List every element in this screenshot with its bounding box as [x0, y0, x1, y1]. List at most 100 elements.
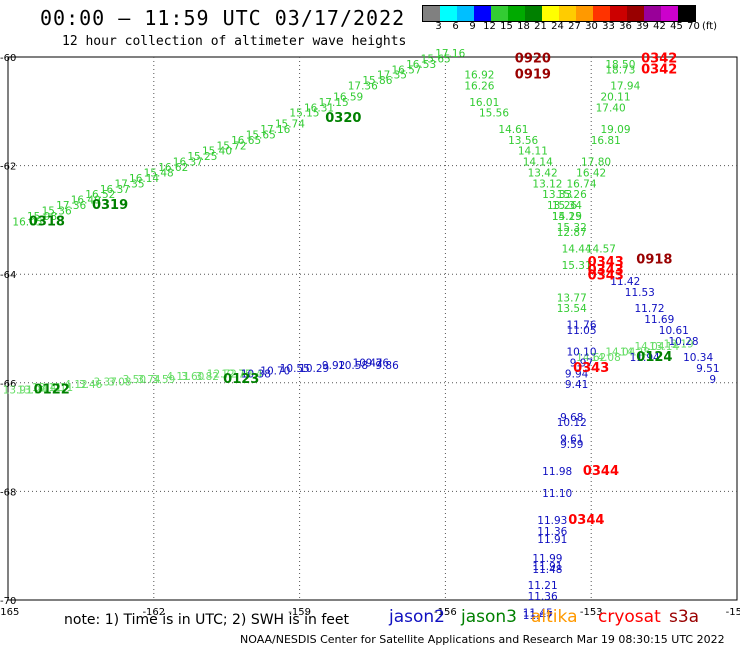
data-point-label: 3.60	[181, 371, 204, 383]
data-point-label: 3.74	[137, 374, 161, 386]
data-point-label: 3.59	[152, 374, 175, 386]
data-point-label: 10.34	[683, 352, 713, 364]
pass-label: 0123	[223, 372, 259, 387]
data-point-label: 17.80	[581, 157, 611, 169]
pass-label: 0124	[636, 350, 672, 365]
data-point-label: 15.40	[202, 146, 232, 158]
color-scale-tick: 33	[602, 21, 615, 32]
data-point-label: 9.76	[366, 358, 390, 370]
data-point-label: 3.46	[79, 379, 103, 391]
data-point-label: 15.31	[562, 260, 592, 272]
data-point-label: 15.56	[479, 108, 509, 120]
data-point-label: 11.42	[610, 276, 640, 288]
data-point-label: 17.36	[56, 200, 86, 212]
data-point-label: 17.15	[319, 97, 349, 109]
data-point-label: 11.93	[537, 515, 567, 527]
color-scale-tick: 21	[534, 21, 547, 32]
data-point-label: 13.42	[528, 167, 558, 179]
data-point-label: 4.11	[166, 371, 189, 383]
data-point-label: 14.28	[620, 347, 650, 359]
color-scale-swatch	[559, 6, 576, 21]
data-point-label: 13.19	[664, 339, 694, 351]
data-point-label: 14.04	[634, 341, 664, 353]
footer-note: note: 1) Time is in UTC; 2) SWH is in fe…	[64, 612, 350, 628]
data-point-label: 14.08	[591, 352, 621, 364]
data-point-label: 14.19	[552, 211, 582, 223]
data-point-label: 12.87	[557, 227, 587, 239]
data-point-label: 13.14	[649, 341, 679, 353]
page-subtitle: 12 hour collection of altimeter wave hei…	[62, 34, 407, 49]
data-point-label: 18.73	[605, 64, 635, 76]
data-point-label: 4.11	[50, 382, 73, 394]
data-point-label: 13.94	[17, 385, 47, 397]
color-scale-tick: 24	[551, 21, 564, 32]
data-point-label: 16.14	[129, 173, 159, 185]
x-tick-label: -153	[580, 607, 603, 618]
pass-label: 0318	[29, 214, 65, 229]
data-point-label: 15.25	[187, 151, 217, 163]
color-scale-tick: 30	[585, 21, 598, 32]
data-point-label: 15.86	[362, 75, 392, 87]
color-scale-swatch	[474, 6, 491, 21]
data-point-label: 11.05	[566, 325, 596, 337]
data-point-label: 16.42	[576, 167, 606, 179]
color-scale-swatch	[627, 6, 644, 21]
y-tick-label: -70	[0, 596, 16, 607]
pass-label: 0919	[515, 68, 551, 83]
color-scale-tick: 39	[636, 21, 649, 32]
pass-label: 0343	[573, 361, 609, 376]
data-point-label: 9.86	[375, 360, 399, 372]
pass-label: 0342	[641, 51, 677, 66]
data-point-label: 9	[709, 374, 716, 386]
x-tick-label: -159	[288, 607, 311, 618]
data-point-label: 16.01	[469, 97, 499, 109]
color-scale-swatch	[525, 6, 542, 21]
data-point-label: 10.10	[566, 347, 596, 359]
data-point-label: 9.68	[560, 412, 583, 424]
data-point-label: 17.16	[435, 48, 465, 60]
pass-label: 0343	[588, 263, 624, 278]
data-point-label: 15.48	[144, 167, 174, 179]
data-point-label: 16.05	[12, 216, 42, 228]
data-point-label: 10.42	[353, 358, 383, 370]
data-point-label: 3.82	[196, 371, 219, 383]
pass-label: 0344	[583, 464, 619, 479]
data-point-label: 13.91	[3, 385, 33, 397]
data-point-label: 16.65	[231, 135, 261, 147]
data-point-label: 9.41	[565, 379, 588, 391]
pass-label: 0320	[325, 111, 361, 126]
data-point-label: 10.28	[669, 336, 699, 348]
data-point-label: 15.34	[552, 200, 582, 212]
data-point-label: 11.99	[532, 553, 562, 565]
data-point-label: 11.69	[644, 314, 674, 326]
x-tick-label: -150	[726, 607, 740, 618]
color-scale-unit: (ft)	[702, 21, 718, 32]
data-point-label: 15.65	[246, 129, 276, 141]
data-point-label: 11.36	[537, 526, 567, 538]
y-tick-label: -64	[0, 270, 16, 281]
y-tick-label: -60	[0, 53, 16, 64]
mission-legend-cryosat: cryosat	[598, 607, 661, 627]
data-point-label: 13.33	[542, 189, 572, 201]
data-point-label: 18.50	[605, 59, 635, 71]
pass-label: 0319	[92, 198, 128, 213]
color-scale-swatch	[610, 6, 627, 21]
data-point-label: 16.53	[406, 59, 436, 71]
y-tick-label: -66	[0, 379, 16, 390]
data-point-label: 16.37	[100, 184, 130, 196]
data-point-label: 13.54	[557, 303, 587, 315]
color-scale-bar	[422, 5, 696, 22]
data-point-label: 14.14	[523, 157, 553, 169]
data-point-label: 3.50	[123, 374, 146, 386]
mission-legend-altika: altika	[531, 607, 578, 627]
data-point-label: 14.04	[605, 347, 635, 359]
page-title: 00:00 – 11:59 UTC 03/17/2022	[40, 6, 406, 30]
data-point-label: 17.35	[114, 178, 144, 190]
data-point-label: 10.38	[241, 368, 271, 380]
pass-label: 0343	[588, 269, 624, 284]
data-point-label: 20.11	[600, 91, 630, 103]
data-point-label: 13.12	[532, 178, 562, 190]
data-point-label: 11.94	[630, 352, 660, 364]
data-point-label: 17.94	[610, 81, 640, 93]
